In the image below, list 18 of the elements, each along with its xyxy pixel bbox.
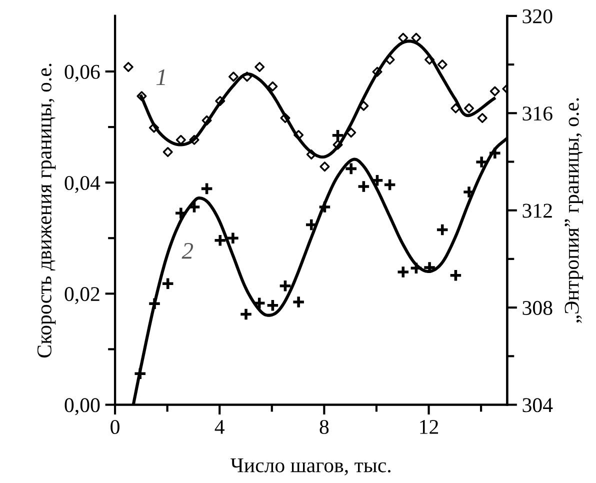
y2-tick-label: 304 — [522, 398, 553, 412]
x-tick-label: 0 — [110, 420, 120, 434]
y-axis-title: Скорость движения границы, о.е. — [37, 64, 56, 358]
x-tick-label: 4 — [214, 420, 224, 434]
y-tick-label: 0,04 — [64, 176, 100, 194]
y-tick-label: 0,02 — [64, 287, 100, 304]
y2-tick-label: 312 — [522, 204, 552, 218]
series-label: 2 — [182, 243, 194, 259]
y2-tick-label: 316 — [522, 106, 552, 121]
y2-axis-title: „Энтропия” границы, о.е. — [564, 98, 584, 323]
x-tick-label: 12 — [420, 420, 438, 434]
y2-tick-label: 308 — [522, 300, 552, 315]
x-tick-label: 8 — [320, 420, 329, 434]
y-tick-label: 0,06 — [64, 64, 100, 82]
series-label: 1 — [156, 69, 165, 86]
y-tick-label: 0,00 — [64, 398, 100, 416]
x-axis-title: Число шагов, тыс. — [230, 458, 390, 476]
y2-tick-label: 320 — [522, 9, 552, 24]
